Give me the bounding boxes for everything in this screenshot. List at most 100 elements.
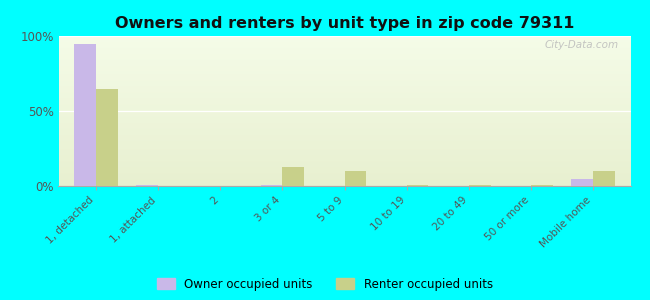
Bar <box>58 98 630 99</box>
Bar <box>58 100 630 102</box>
Bar <box>58 167 630 168</box>
Bar <box>58 148 630 150</box>
Bar <box>469 184 491 186</box>
Bar <box>136 184 158 186</box>
Bar <box>58 102 630 104</box>
Bar <box>58 58 630 60</box>
Bar <box>58 56 630 57</box>
Bar <box>58 54 630 56</box>
Bar <box>58 156 630 158</box>
Bar <box>96 88 118 186</box>
Bar <box>58 160 630 162</box>
Bar <box>58 117 630 118</box>
Bar <box>58 134 630 135</box>
Bar <box>58 70 630 72</box>
Bar <box>58 36 630 38</box>
Bar <box>58 96 630 98</box>
Bar <box>58 92 630 93</box>
Bar <box>58 111 630 112</box>
Bar <box>58 88 630 90</box>
Bar <box>58 168 630 170</box>
Bar <box>58 82 630 84</box>
Bar <box>58 141 630 142</box>
Bar <box>58 72 630 74</box>
Bar <box>58 126 630 128</box>
Bar <box>58 124 630 126</box>
Bar <box>58 48 630 50</box>
Bar <box>58 165 630 166</box>
Bar <box>58 128 630 129</box>
Bar <box>58 136 630 138</box>
Bar <box>58 138 630 140</box>
Bar <box>531 184 552 186</box>
Bar <box>58 68 630 69</box>
Bar <box>58 69 630 70</box>
Bar <box>58 178 630 180</box>
Bar <box>58 114 630 116</box>
Bar <box>58 105 630 106</box>
Bar <box>58 122 630 123</box>
Bar <box>58 140 630 141</box>
Bar <box>58 61 630 63</box>
Bar <box>58 164 630 165</box>
Bar <box>58 39 630 40</box>
Bar <box>58 129 630 130</box>
Bar <box>58 123 630 124</box>
Bar <box>58 50 630 51</box>
Bar <box>58 87 630 88</box>
Bar <box>58 64 630 66</box>
Bar <box>58 180 630 182</box>
Bar <box>261 184 282 186</box>
Bar <box>58 130 630 132</box>
Bar <box>58 146 630 147</box>
Bar <box>58 120 630 122</box>
Bar <box>58 153 630 154</box>
Bar <box>58 108 630 110</box>
Bar <box>58 169 630 171</box>
Bar <box>58 99 630 100</box>
Bar <box>74 44 96 186</box>
Bar <box>58 110 630 111</box>
Bar <box>58 44 630 45</box>
Bar <box>58 177 630 178</box>
Bar <box>407 184 428 186</box>
Legend: Owner occupied units, Renter occupied units: Owner occupied units, Renter occupied un… <box>154 274 496 294</box>
Bar <box>58 51 630 52</box>
Bar <box>58 75 630 76</box>
Bar <box>58 106 630 108</box>
Text: City-Data.com: City-Data.com <box>545 40 619 50</box>
Bar <box>58 46 630 48</box>
Bar <box>58 174 630 176</box>
Bar <box>58 152 630 153</box>
Bar <box>58 84 630 86</box>
Bar <box>58 76 630 78</box>
Bar <box>58 183 630 184</box>
Bar <box>58 184 630 186</box>
Bar <box>58 159 630 160</box>
Bar <box>58 81 630 82</box>
Bar <box>58 118 630 120</box>
Bar <box>58 42 630 44</box>
Bar <box>58 116 630 117</box>
Bar <box>58 103 630 105</box>
Bar <box>58 93 630 94</box>
Bar <box>58 90 630 92</box>
Bar <box>58 154 630 156</box>
Bar <box>58 147 630 148</box>
Bar <box>58 74 630 75</box>
Bar <box>571 178 593 186</box>
Bar <box>58 78 630 80</box>
Bar <box>58 57 630 58</box>
Bar <box>58 40 630 42</box>
Title: Owners and renters by unit type in zip code 79311: Owners and renters by unit type in zip c… <box>115 16 574 31</box>
Bar <box>344 171 366 186</box>
Bar <box>282 167 304 186</box>
Bar <box>58 63 630 64</box>
Bar <box>58 45 630 46</box>
Bar <box>58 144 630 146</box>
Bar <box>58 158 630 159</box>
Bar <box>58 52 630 54</box>
Bar <box>58 142 630 144</box>
Bar <box>58 182 630 183</box>
Bar <box>58 85 630 87</box>
